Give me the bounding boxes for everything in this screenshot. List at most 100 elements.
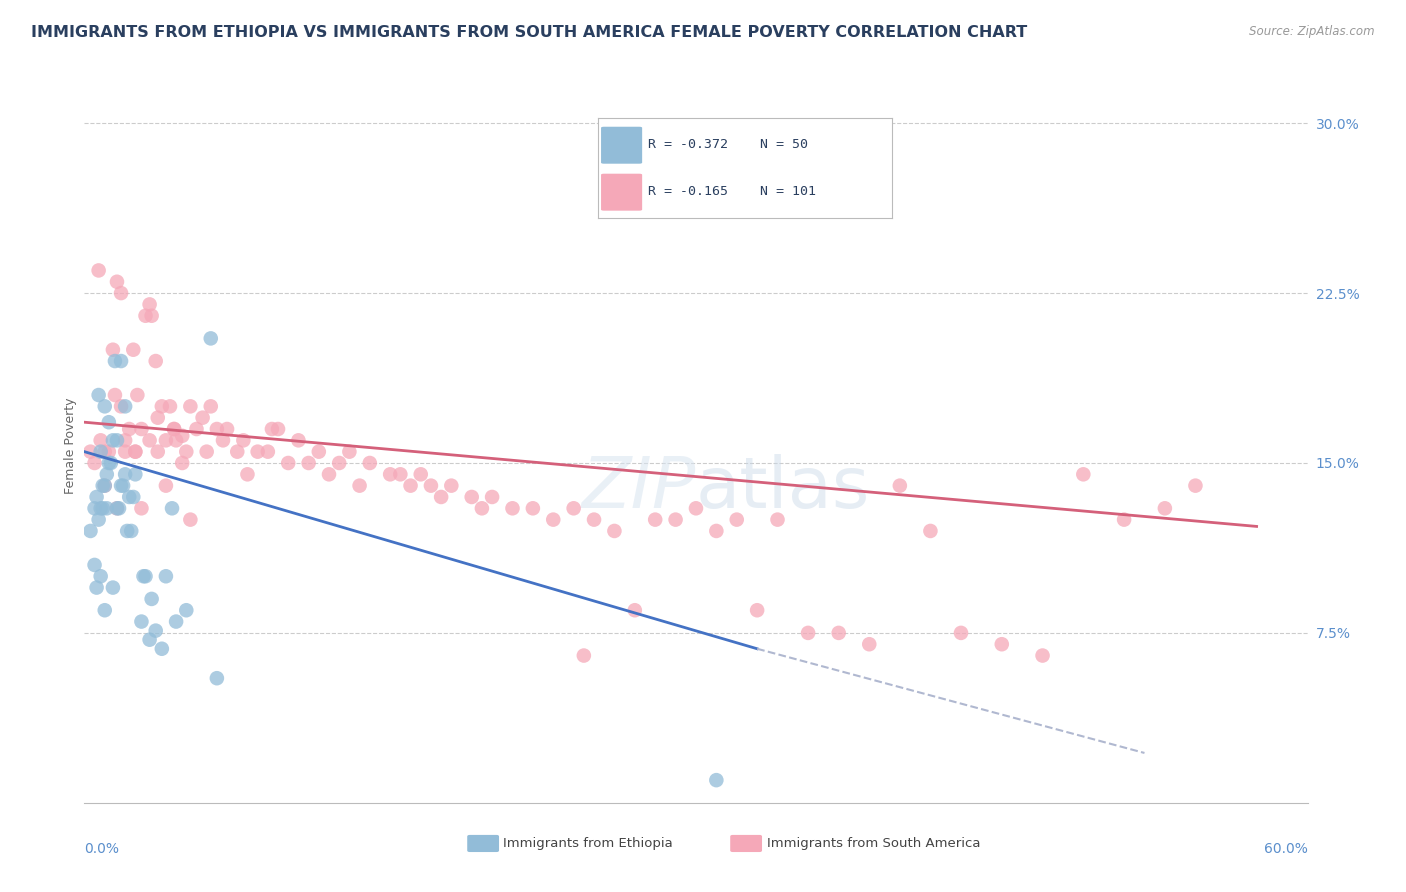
- Point: [131, 422, 153, 436]
- Point: [685, 501, 707, 516]
- Point: [359, 456, 381, 470]
- Point: [706, 773, 728, 788]
- Point: [114, 444, 136, 458]
- Point: [91, 501, 114, 516]
- Point: [380, 467, 402, 482]
- Point: [138, 297, 160, 311]
- Point: [205, 422, 228, 436]
- Point: [124, 444, 146, 458]
- Point: [86, 490, 108, 504]
- Point: [110, 478, 132, 492]
- Point: [172, 429, 194, 443]
- Point: [420, 478, 443, 492]
- Point: [174, 603, 197, 617]
- Point: [409, 467, 432, 482]
- Point: [1184, 478, 1206, 492]
- Point: [115, 524, 138, 538]
- Point: [572, 648, 595, 663]
- Point: [236, 467, 259, 482]
- Point: [766, 513, 789, 527]
- Point: [159, 400, 181, 414]
- Point: [1073, 467, 1095, 482]
- Text: ZIP: ZIP: [582, 454, 696, 524]
- Point: [114, 434, 136, 448]
- Point: [135, 309, 157, 323]
- Point: [122, 343, 145, 357]
- Point: [120, 524, 142, 538]
- Point: [260, 422, 283, 436]
- Point: [145, 354, 167, 368]
- Point: [105, 501, 128, 516]
- Point: [138, 632, 160, 647]
- Point: [287, 434, 309, 448]
- Point: [93, 478, 115, 492]
- Text: Immigrants from South America: Immigrants from South America: [766, 837, 980, 850]
- Point: [138, 434, 160, 448]
- Point: [828, 626, 851, 640]
- Point: [725, 513, 748, 527]
- Point: [146, 444, 169, 458]
- Point: [100, 456, 122, 470]
- Point: [200, 331, 222, 345]
- Point: [200, 400, 222, 414]
- Point: [950, 626, 973, 640]
- Point: [1154, 501, 1177, 516]
- Point: [502, 501, 524, 516]
- Point: [991, 637, 1014, 651]
- Point: [93, 603, 115, 617]
- Point: [858, 637, 880, 651]
- Point: [104, 354, 127, 368]
- Point: [86, 581, 108, 595]
- Y-axis label: Female Poverty: Female Poverty: [65, 398, 77, 494]
- Point: [430, 490, 453, 504]
- Point: [118, 490, 141, 504]
- Point: [195, 444, 218, 458]
- Point: [165, 434, 187, 448]
- Text: atlas: atlas: [696, 454, 870, 524]
- Point: [308, 444, 330, 458]
- Point: [104, 388, 127, 402]
- Point: [257, 444, 280, 458]
- Point: [131, 501, 153, 516]
- Point: [105, 501, 128, 516]
- Point: [160, 501, 183, 516]
- Point: [471, 501, 494, 516]
- Point: [212, 434, 235, 448]
- Point: [339, 444, 361, 458]
- Point: [150, 400, 173, 414]
- Point: [163, 422, 186, 436]
- Point: [110, 354, 132, 368]
- Point: [191, 410, 214, 425]
- Point: [174, 444, 197, 458]
- Point: [186, 422, 208, 436]
- Point: [217, 422, 239, 436]
- Point: [246, 444, 269, 458]
- Point: [232, 434, 254, 448]
- Point: [298, 456, 321, 470]
- Point: [562, 501, 585, 516]
- Point: [155, 569, 177, 583]
- Point: [205, 671, 228, 685]
- Text: 0.0%: 0.0%: [84, 842, 120, 856]
- Point: [90, 501, 112, 516]
- Point: [90, 569, 112, 583]
- Point: [110, 286, 132, 301]
- Point: [155, 434, 177, 448]
- Point: [83, 501, 105, 516]
- Point: [132, 569, 155, 583]
- Point: [83, 558, 105, 572]
- Point: [93, 400, 115, 414]
- Point: [87, 263, 110, 277]
- Point: [97, 415, 120, 429]
- Point: [889, 478, 911, 492]
- Point: [124, 444, 146, 458]
- Point: [1032, 648, 1054, 663]
- Point: [665, 513, 688, 527]
- Point: [105, 275, 128, 289]
- Point: [97, 444, 120, 458]
- Point: [163, 422, 186, 436]
- Point: [624, 603, 647, 617]
- Point: [96, 467, 118, 482]
- Point: [105, 434, 128, 448]
- Point: [543, 513, 565, 527]
